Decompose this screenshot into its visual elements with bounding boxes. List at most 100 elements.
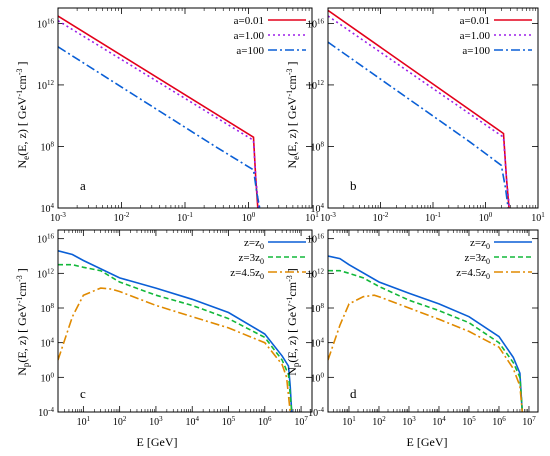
x-tick-exponent: 2 — [382, 415, 386, 423]
x-tick-label: 10-1 — [425, 211, 441, 224]
x-tick-exponent: 4 — [442, 415, 446, 423]
minor-ticks — [76, 8, 310, 208]
legend-label: z=4.5z0 — [230, 267, 264, 281]
ylabel-top-close: ] — [15, 62, 29, 69]
ylabel-top-unit-a: -1 — [15, 90, 24, 97]
legend-label: a=1.00 — [234, 30, 265, 42]
ylabel-top-right: Ne(E, z) [ GeV-1cm-3 ] — [285, 62, 301, 169]
series-line-2 — [328, 269, 524, 412]
legend-label: z=z0 — [470, 237, 490, 251]
ylabel-bottom-rest: (E, z) [ GeV — [15, 303, 29, 363]
x-tick-label: 101 — [77, 415, 91, 428]
y-tick-exponent: 8 — [51, 140, 55, 148]
x-tick-label: 100 — [479, 211, 493, 224]
y-tick-exponent: 16 — [317, 233, 325, 241]
ylabel-bottom: Np(E, z) [ GeV-1cm-3 ] — [15, 268, 31, 376]
ylabel-bottom-right-sub: p — [291, 362, 301, 367]
ylabel-bottom-unit-b: cm — [15, 281, 29, 296]
x-tick-label: 106 — [492, 415, 506, 428]
ylabel-bottom-close: ] — [15, 268, 29, 275]
y-tick-label: 10-4 — [308, 406, 324, 419]
ylabel-top-right-close: ] — [285, 62, 299, 69]
y-tick-label: 100 — [41, 371, 55, 384]
y-tick-exponent: 16 — [47, 233, 55, 241]
legend-label: a=100 — [236, 45, 264, 57]
x-tick-exponent: -3 — [60, 211, 66, 219]
ylabel-bottom-right-unit-a: -1 — [285, 297, 294, 304]
y-tick-label: 1016 — [37, 233, 55, 246]
series-line-3 — [328, 41, 509, 208]
series-line-2 — [328, 15, 511, 208]
panel-a: 10-3 10-2 10-1 100 10110410810121016aa=0.01a… — [37, 7, 319, 224]
panels: 10-3 10-2 10-1 100 10110410810121016aa=0.01a… — [37, 7, 545, 428]
series-line-3 — [58, 46, 261, 208]
x-tick-label: 10-1 — [177, 211, 193, 224]
series-line-1 — [58, 15, 259, 208]
plot-frame — [57, 229, 313, 413]
panel-label: a — [80, 178, 86, 193]
x-tick-label: 103 — [149, 415, 163, 428]
y-tick-label: 108 — [311, 302, 325, 315]
y-tick-exponent: 8 — [321, 140, 325, 148]
ylabel-top-right-sub: e — [291, 156, 301, 160]
x-tick-exponent: -2 — [124, 211, 130, 219]
panel-label: c — [80, 386, 86, 401]
x-tick-exponent: 1 — [87, 415, 91, 423]
plot-frame — [327, 229, 539, 413]
legend-label: z=z0 — [244, 237, 264, 251]
x-tick-exponent: 0 — [489, 211, 493, 219]
x-tick-label: 10-3 — [320, 211, 336, 224]
legend-subscript: 0 — [486, 272, 490, 281]
legend-subscript: 0 — [260, 272, 264, 281]
y-tick-exponent: 4 — [51, 337, 55, 345]
series-line-1 — [58, 250, 293, 412]
x-tick-exponent: 6 — [502, 415, 506, 423]
panel-label: d — [350, 386, 357, 401]
y-tick-exponent: 8 — [321, 302, 325, 310]
x-tick-exponent: 7 — [304, 415, 308, 423]
x-tick-exponent: -2 — [383, 211, 389, 219]
y-tick-exponent: 16 — [317, 17, 325, 25]
x-tick-label: 105 — [462, 415, 476, 428]
legend: a=0.01 a=1.00 a=100 — [234, 15, 306, 57]
y-tick-exponent: 8 — [51, 302, 55, 310]
ylabel-bottom-right-unit-c: -3 — [285, 275, 294, 282]
x-tick-label: 101 — [531, 211, 545, 224]
x-tick-label: 10-2 — [114, 211, 130, 224]
y-tick-label: 10-4 — [38, 406, 54, 419]
ylabel-top-main: N — [15, 160, 29, 169]
x-tick-label: 100 — [242, 211, 256, 224]
x-tick-exponent: 5 — [472, 415, 476, 423]
x-tick-label: 10-3 — [50, 211, 66, 224]
y-tick-label: 1016 — [37, 17, 55, 30]
y-tick-label: 100 — [311, 371, 325, 384]
y-tick-label: 1016 — [307, 233, 325, 246]
y-tick-label: 108 — [41, 140, 55, 153]
legend-subscript: 0 — [486, 242, 490, 251]
x-tick-exponent: -3 — [330, 211, 336, 219]
legend-label: a=0.01 — [460, 15, 490, 27]
xlabel-right: E [GeV] — [407, 435, 448, 449]
x-tick-label: 105 — [222, 415, 236, 428]
x-tick-exponent: -1 — [435, 211, 441, 219]
y-tick-exponent: 12 — [47, 79, 55, 87]
ylabel-top-right-main: N — [285, 160, 299, 169]
x-tick-exponent: 4 — [195, 415, 199, 423]
plot-frame — [327, 7, 539, 209]
x-tick-exponent: 1 — [352, 415, 356, 423]
ylabel-top-sub: e — [21, 156, 31, 160]
series-line-2 — [58, 263, 293, 412]
x-tick-exponent: 5 — [232, 415, 236, 423]
legend-label: a=1.00 — [460, 30, 491, 42]
ylabel-bottom-right-close: ] — [285, 268, 299, 275]
y-tick-exponent: 0 — [321, 371, 325, 379]
y-tick-exponent: 0 — [51, 371, 55, 379]
ylabel-top-right-rest: (E, z) [ GeV — [285, 96, 299, 156]
series-line-2 — [58, 20, 260, 208]
y-tick-exponent: 12 — [317, 267, 325, 275]
y-tick-label: 104 — [41, 337, 55, 350]
y-tick-label: 1012 — [307, 267, 325, 280]
y-tick-label: 108 — [41, 302, 55, 315]
